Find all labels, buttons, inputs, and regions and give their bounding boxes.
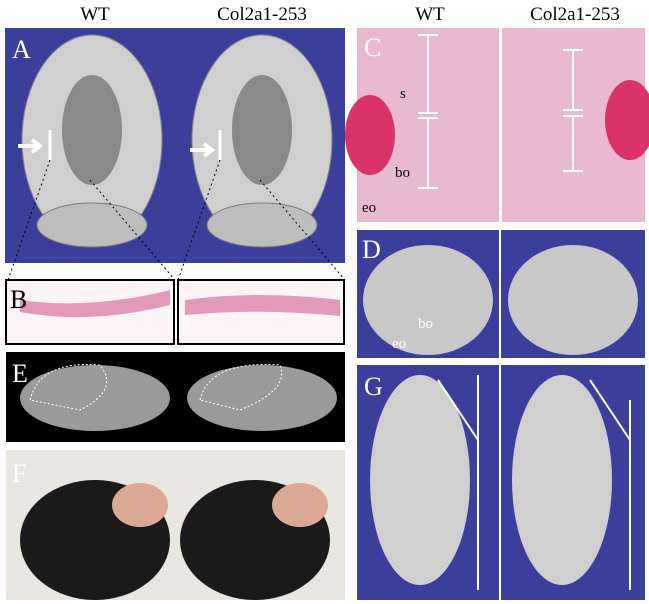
panel-label: B [10, 285, 27, 314]
panel-label: A [12, 35, 31, 64]
label: bo [395, 165, 410, 181]
label: s [400, 86, 406, 102]
panel-a: A [5, 28, 345, 263]
column-header: Col2a1-253 [217, 4, 307, 25]
panel-label: D [362, 235, 381, 264]
column-header: WT [80, 4, 110, 25]
panel-label: E [12, 359, 28, 388]
label: eo [362, 200, 376, 216]
column-header: Col2a1-253 [530, 4, 620, 25]
column-header: WT [415, 4, 445, 25]
panel-b: B [5, 279, 345, 345]
panel-label: C [364, 33, 381, 62]
label: bo [418, 316, 433, 332]
label: eo [392, 336, 406, 352]
panel-c: C s bo eo [345, 28, 649, 222]
panel-label: F [12, 459, 26, 488]
panel-label: G [364, 372, 383, 401]
panel-f: F [6, 450, 345, 600]
panel-e: E [6, 352, 345, 442]
